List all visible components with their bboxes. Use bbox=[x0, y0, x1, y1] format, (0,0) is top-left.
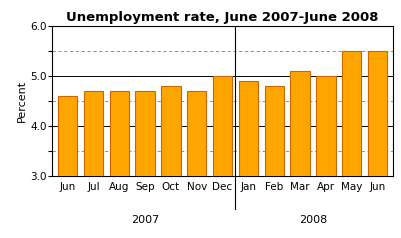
Bar bbox=[213, 76, 232, 238]
Bar bbox=[342, 51, 361, 238]
Bar bbox=[161, 86, 180, 238]
Y-axis label: Percent: Percent bbox=[17, 80, 27, 122]
Text: 2008: 2008 bbox=[299, 215, 327, 225]
Bar bbox=[290, 71, 310, 238]
Bar bbox=[84, 91, 103, 238]
Bar bbox=[316, 76, 336, 238]
Bar bbox=[265, 86, 284, 238]
Bar bbox=[136, 91, 155, 238]
Bar bbox=[239, 81, 258, 238]
Bar bbox=[58, 96, 77, 238]
Bar bbox=[187, 91, 207, 238]
Title: Unemployment rate, June 2007-June 2008: Unemployment rate, June 2007-June 2008 bbox=[66, 11, 379, 24]
Text: 2007: 2007 bbox=[131, 215, 159, 225]
Bar bbox=[109, 91, 129, 238]
Bar bbox=[368, 51, 387, 238]
